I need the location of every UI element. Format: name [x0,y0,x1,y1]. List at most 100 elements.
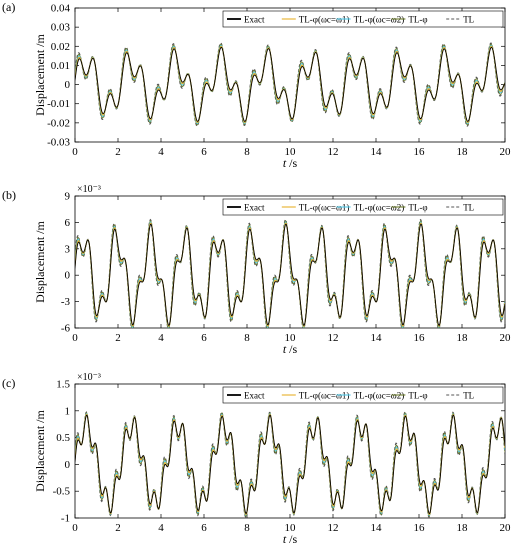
x-axis-label-var: t [283,342,287,356]
x-tick-label: 6 [201,146,207,158]
y-tick-label: 0.01 [51,60,70,72]
x-tick-label: 16 [414,332,426,344]
x-tick-label: 12 [328,332,339,344]
x-tick-label: 0 [72,332,78,344]
x-tick-label: 4 [158,522,164,534]
legend-label-tl_phi_wc1: TL-φ(ωc=ω1) [299,15,350,25]
panel-label: (a) [2,0,15,14]
y-tick-label: -0.5 [53,486,71,498]
x-tick-label: 2 [115,332,121,344]
y-tick-label: 0.03 [51,22,71,34]
y-tick-label: -6 [61,323,71,335]
x-axis-label: t /s [283,532,298,546]
y-axis-label: Displacement /m [33,410,47,492]
y-tick-label: -0.02 [47,117,70,129]
series-group [75,42,505,127]
x-axis-label-unit: /s [286,156,297,170]
panel-a: 0 2 4 6 8 10 12 14 16 18 20 -0.03 -0.02 -0.01 0 0.01 0.0… [2,0,511,170]
x-tick-label: 0 [72,522,78,534]
legend-label-tl_phi_wc2: TL-φ(ωc=ω2) [354,391,405,401]
x-tick-label: 14 [371,332,383,344]
x-axis-label: t /s [283,156,298,170]
x-tick-label: 6 [201,522,207,534]
x-tick-label: 4 [158,332,164,344]
x-tick-label: 16 [414,522,426,534]
panel-b: 0 2 4 6 8 10 12 14 16 18 20 -6 -3 0 3 6 9 t /s Displacemen… [2,184,511,356]
panel-label: (b) [2,188,16,202]
x-axis-label-var: t [283,532,287,546]
x-tick-label: 2 [115,522,121,534]
y-tick-label: 0 [65,79,71,91]
legend-label-tl_phi_bold: TL-φ [408,391,427,401]
x-tick-label: 20 [500,146,512,158]
legend-label-tl: TL [463,15,474,25]
x-tick-label: 0 [72,146,78,158]
y-tick-label: 3 [65,243,71,255]
legend-label-exact: Exact [244,391,265,401]
y-tick-label: -1 [61,513,70,525]
y-multiplier: ×10⁻³ [77,184,101,195]
x-tick-label: 18 [457,146,469,158]
y-tick-label: -3 [61,296,71,308]
legend-label-tl_phi_wc1: TL-φ(ωc=ω1) [299,203,350,213]
x-tick-label: 8 [244,522,250,534]
plot-frame [74,383,506,519]
legend-box [222,198,504,216]
legend-label-tl_phi_bold: TL-φ [408,15,427,25]
legend-label-tl: TL [463,391,474,401]
x-tick-label: 18 [457,522,469,534]
y-tick-label: 0.02 [51,41,70,53]
y-tick-label: -0.01 [47,98,70,110]
x-tick-label: 14 [371,522,383,534]
panel-c: 0 2 4 6 8 10 12 14 16 18 20 -1 -0.5 0 0.5 1 1.5 t /s Displ… [2,372,511,546]
panel-label: (c) [2,376,15,390]
x-tick-label: 10 [285,146,297,158]
y-tick-label: 0 [65,459,71,471]
legend-label-tl_phi_bold: TL-φ [408,203,427,213]
x-tick-label: 4 [158,146,164,158]
x-axis-label: t /s [283,342,298,356]
legend-label-exact: Exact [244,15,265,25]
y-tick-label: 0.04 [51,3,71,15]
y-axis-label: Displacement /m [33,221,47,303]
x-tick-label: 12 [328,522,339,534]
x-tick-label: 10 [285,332,297,344]
plot-frame [74,7,506,143]
legend-box [222,386,504,404]
x-tick-label: 14 [371,146,383,158]
x-tick-label: 6 [201,332,207,344]
x-tick-label: 16 [414,146,426,158]
x-tick-label: 20 [500,332,512,344]
y-tick-label: 6 [65,217,71,229]
x-tick-label: 2 [115,146,121,158]
series-group [75,218,505,328]
y-tick-label: 9 [65,191,71,203]
series-line-exact [75,223,505,327]
series-line-exact [75,46,505,122]
x-axis-label-var: t [283,156,287,170]
y-tick-label: 0 [65,270,71,282]
x-tick-label: 18 [457,332,469,344]
legend-label-tl: TL [463,203,474,213]
x-tick-label: 10 [285,522,297,534]
x-tick-label: 20 [500,522,512,534]
x-tick-label: 8 [244,146,250,158]
x-tick-label: 8 [244,332,250,344]
y-tick-label: 0.5 [56,432,70,444]
x-axis-label-unit: /s [286,532,297,546]
x-tick-label: 12 [328,146,339,158]
x-axis-label-unit: /s [286,342,297,356]
legend-label-tl_phi_wc2: TL-φ(ωc=ω2) [354,15,405,25]
series-line-exact [75,414,505,515]
y-axis-label: Displacement /m [33,34,47,116]
legend-label-exact: Exact [244,203,265,213]
y-tick-label: 1.5 [56,379,70,391]
series-group [75,410,505,518]
y-tick-label: 1 [65,405,71,417]
legend-box [222,10,504,28]
legend-label-tl_phi_wc2: TL-φ(ωc=ω2) [354,203,405,213]
y-tick-label: -0.03 [47,137,70,149]
legend-label-tl_phi_wc1: TL-φ(ωc=ω1) [299,391,350,401]
y-multiplier: ×10⁻³ [77,372,101,383]
